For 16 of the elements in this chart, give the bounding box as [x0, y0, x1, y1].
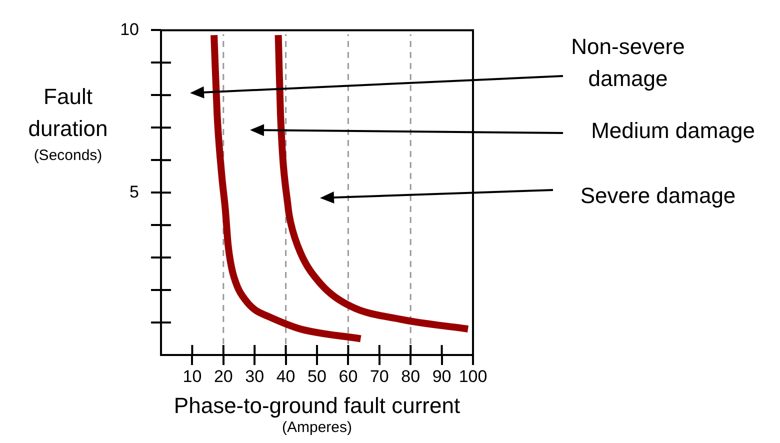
text: Severe damage	[580, 183, 736, 208]
y-axis-title: Fault duration (Seconds)	[28, 84, 108, 164]
x-tick-label: 70	[370, 366, 389, 386]
text: Medium damage	[591, 118, 755, 143]
x-tick-label: 60	[338, 366, 358, 386]
x-tick-label: 80	[401, 366, 420, 386]
text: Non-severe damage	[571, 34, 685, 91]
y-tick-label: 5	[130, 182, 139, 202]
x-tick-label: 20	[214, 366, 233, 386]
x-tick-label: 100	[458, 366, 488, 386]
x-tick-label: 50	[308, 366, 326, 386]
x-tick-label: 40	[276, 366, 296, 386]
x-axis-title: Phase-to-ground fault current (Amperes)	[174, 393, 460, 436]
x-tick-label: 30	[245, 366, 264, 386]
x-tick-label: 10	[182, 366, 202, 386]
x-tick-label: 90	[432, 366, 452, 386]
